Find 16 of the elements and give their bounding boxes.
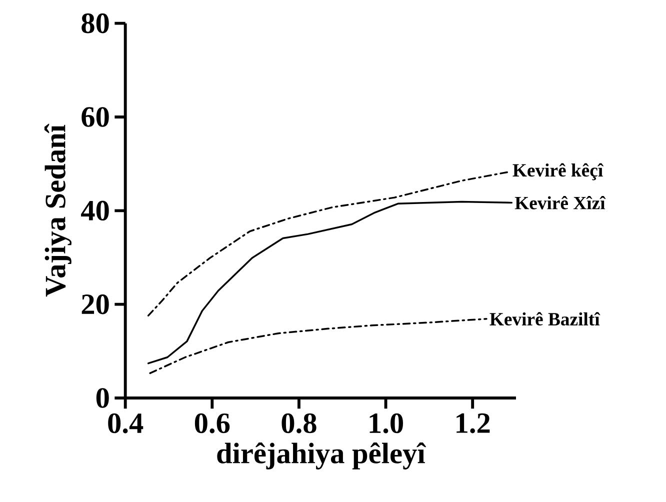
x-tick-label: 0.8	[282, 413, 316, 434]
y-tick-label: 60	[82, 107, 109, 127]
x-tick-label: 0.4	[108, 413, 144, 434]
x-tick-label: 1.2	[456, 413, 490, 434]
y-axis-title: Vajiya Sedanî	[44, 124, 72, 297]
series-label: Kevirê Xîzî	[514, 196, 606, 210]
y-tick-label: 0	[96, 388, 109, 408]
series-label: Kevirê Baziltî	[490, 312, 600, 326]
x-axis-title: dirêjahiya pêleyî	[217, 442, 426, 470]
line-series	[149, 318, 488, 374]
x-tick-label: 0.6	[194, 413, 230, 434]
series-label: Kevirê kêçî	[512, 163, 604, 180]
y-tick-label: 40	[81, 200, 109, 221]
y-tick-label: 80	[82, 13, 109, 34]
x-tick-label: 1.0	[370, 413, 403, 434]
y-tick-label: 20	[82, 294, 109, 314]
